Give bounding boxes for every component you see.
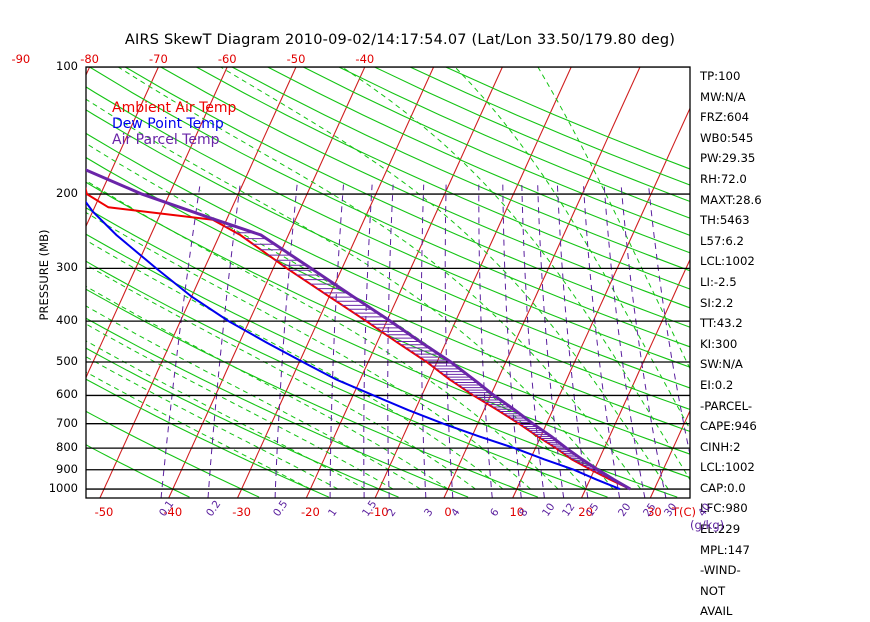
pressure-tick-600: 600 [56,387,78,402]
bottom-temp-tick--40: -40 [163,505,183,519]
panel-item-4: PW:29.35 [700,151,756,166]
pressure-tick-700: 700 [56,415,78,430]
bottom-temp-tick-10: 10 [509,505,525,519]
panel-item-9: LCL:1002 [700,254,755,269]
top-temp-tick--60: -60 [217,52,237,66]
panel-item-5: RH:72.0 [700,171,747,186]
panel-item-23: MPL:147 [700,542,750,557]
bottom-temp-tick--30: -30 [232,505,251,519]
pressure-tick-500: 500 [56,354,78,368]
bottom-temp-tick-0: 0 [444,505,452,519]
panel-item-6: MAXT:28.6 [700,192,762,207]
panel-item-26: AVAIL [700,604,733,619]
panel-item-7: TH:5463 [700,213,750,228]
bottom-temp-tick--20: -20 [300,505,320,519]
panel-item-15: EI:0.2 [700,377,734,392]
page-title: AIRS SkewT Diagram 2010-09-02/14:17:54.0… [124,32,676,48]
panel-item-18: CINH:2 [700,439,741,454]
panel-item-25: NOT [700,583,726,598]
skewt-diagram: AIRS SkewT Diagram 2010-09-02/14:17:54.0… [11,32,762,619]
sounding-indices-panel: TP:100 MW:N/A FRZ:604 WB0:545 PW:29.35 RH:72.… [700,66,868,622]
top-temp-tick--80: -80 [80,52,100,66]
panel-item-12: TT:43.2 [700,316,743,331]
panel-item-21: LFC:980 [700,501,748,516]
pressure-tick-900: 900 [56,461,78,476]
pressure-tick-1000: 1000 [48,481,78,496]
top-temp-tick--90: -90 [11,52,31,66]
pressure-tick-800: 800 [56,440,78,455]
panel-item-13: KI:300 [700,336,738,351]
panel-item-24: -WIND- [700,563,741,578]
bottom-temp-tick-20: 20 [578,505,593,519]
x-axis-label-temperature: T(C) [672,505,697,519]
legend: Ambient Air Temp Dew Point Temp Air Parcel… [112,100,236,148]
legend-item-2: Air Parcel Temp [112,132,220,148]
panel-item-14: SW:N/A [700,357,743,372]
panel-item-19: LCL:1002 [700,460,755,475]
top-temp-tick--70: -70 [149,52,168,66]
legend-item-1: Dew Point Temp [112,116,224,132]
x-axis-label-mixing-ratio: (g/kg) [690,518,725,532]
grid-lines [86,67,690,498]
pressure-tick-300: 300 [56,260,78,275]
panel-item-11: SI:2.2 [700,295,734,310]
pressure-tick-200: 200 [56,186,78,201]
bottom-temp-tick--10: -10 [369,505,389,519]
panel-item-20: CAP:0.0 [700,480,746,495]
panel-item-3: WB0:545 [700,130,754,145]
panel-item-16: -PARCEL- [700,398,753,413]
plot-frame [85,66,691,499]
bottom-temp-tick-30: 30 [647,505,662,519]
bottom-temp-tick--50: -50 [94,505,114,519]
top-temp-tick--40: -40 [355,52,375,66]
panel-item-8: L57:6.2 [700,233,744,248]
panel-item-0: TP:100 [700,69,741,83]
panel-item-22: EL:229 [700,522,741,537]
top-temp-tick--50: -50 [286,52,306,66]
panel-item-2: FRZ:604 [700,110,750,125]
pressure-tick-100: 100 [56,59,78,73]
panel-item-1: MW:N/A [700,89,746,104]
legend-item-0: Ambient Air Temp [112,100,237,116]
skewt-plot-canvas [85,66,691,499]
panel-item-10: LI:-2.5 [700,274,737,289]
panel-item-17: CAPE:946 [700,419,757,434]
pressure-tick-400: 400 [56,313,78,328]
cape-shading [214,219,623,485]
